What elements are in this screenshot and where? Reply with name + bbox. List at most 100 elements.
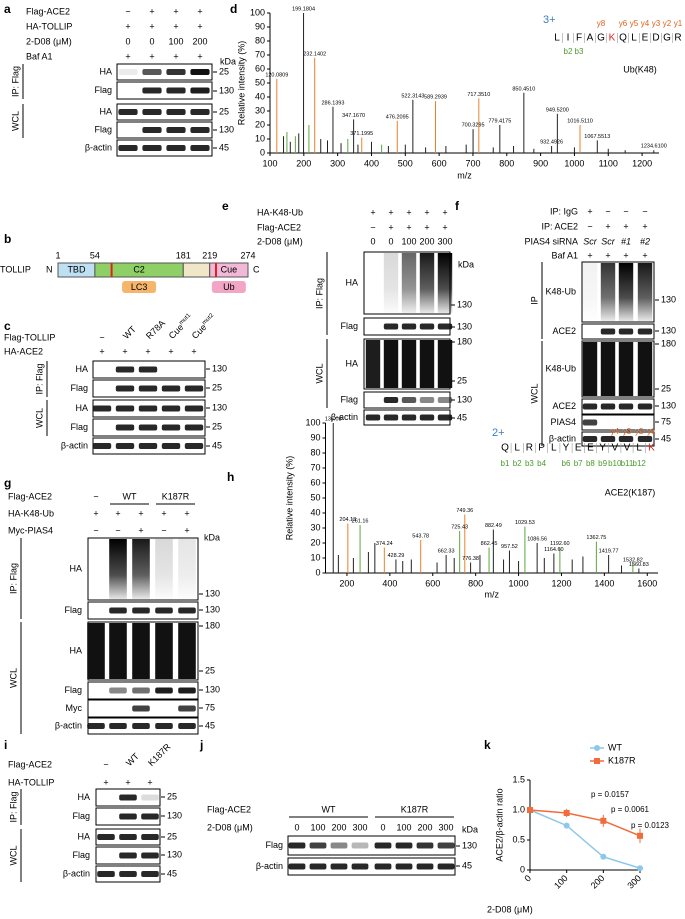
group-label: WCL (34, 408, 44, 428)
band (178, 705, 196, 712)
group-label: IP: Flag (34, 363, 44, 394)
peak-label: 1192.60 (550, 541, 569, 547)
p-value: p = 0.0157 (591, 790, 630, 799)
c-terminus: C (253, 264, 260, 274)
blot-label: K48-Ub (545, 286, 576, 296)
y-ion: y4 (641, 19, 650, 28)
kda-marker: 75 (205, 702, 215, 712)
smear (437, 340, 453, 388)
band (288, 863, 306, 870)
row-label: Myc-PIAS4 (8, 525, 53, 535)
band (141, 813, 159, 820)
blot-label: ACE2 (552, 326, 576, 336)
kda-marker: 130 (212, 363, 227, 373)
lane-label: + (99, 346, 104, 356)
residue: F (576, 33, 582, 44)
legend-marker (594, 758, 600, 764)
band (166, 109, 186, 115)
y-tick-label: 50 (310, 492, 320, 502)
y-tick-label: 50 (255, 77, 265, 87)
peak-label: 1067.5513 (584, 134, 610, 140)
row-label: IP: IgG (550, 206, 578, 216)
residue: A (587, 33, 594, 44)
panel-letter: j (199, 738, 203, 752)
y-tick-label: 20 (310, 537, 320, 547)
smear (600, 342, 616, 396)
y-tick-label: 40 (255, 91, 265, 101)
point (563, 810, 570, 816)
peak-label: 662.33 (438, 548, 455, 554)
lane-label: + (125, 51, 130, 61)
residue-number: 274 (240, 250, 255, 260)
binder-label: LC3 (131, 282, 148, 292)
panel-letter: i (4, 738, 7, 752)
lane-label: + (149, 51, 154, 61)
peak-label: 949.5200 (546, 107, 569, 113)
band (395, 863, 413, 870)
band (142, 109, 162, 115)
band (118, 109, 138, 115)
b-ion: b4 (537, 459, 546, 468)
unit-label: kDa (458, 259, 474, 269)
lane-label: − (370, 222, 375, 232)
unit-label: kDa (204, 532, 220, 542)
smear (132, 539, 150, 599)
blot-label: Flag (64, 685, 82, 695)
p-value: p = 0.0123 (631, 821, 670, 830)
band (141, 871, 159, 877)
row-label: HA-ACE2 (4, 346, 43, 356)
lane-label: + (184, 508, 189, 518)
group-label: WCL (314, 364, 324, 384)
x-tick-label: 800 (499, 158, 514, 168)
blot-label: Flag (64, 605, 82, 615)
peak-label: 204.13 (339, 517, 356, 523)
band (118, 69, 138, 75)
blot-label: Flag (340, 321, 358, 331)
kda-marker: 130 (661, 294, 676, 304)
lane-label: + (115, 508, 120, 518)
lane-label: 300 (438, 822, 453, 832)
kda-marker: 25 (212, 382, 222, 392)
smear (401, 340, 417, 388)
kda-marker: 130 (457, 394, 472, 404)
lane-label: + (642, 221, 647, 231)
kda-marker: 45 (212, 440, 222, 450)
panel-letter: d (230, 2, 237, 16)
band (184, 405, 204, 412)
band (637, 436, 653, 442)
x-tick-label: 700 (465, 158, 480, 168)
blot (116, 63, 213, 81)
smear (618, 342, 634, 396)
residue: Y (599, 443, 606, 454)
domain-box (182, 262, 211, 278)
y-axis-label: ACE2/β-actin ratio (494, 788, 504, 861)
peak-label: 700.3295 (462, 123, 485, 129)
row-label: Flag-ACE2 (257, 222, 301, 232)
lane-label: + (125, 777, 130, 787)
lane-label: + (605, 250, 610, 260)
residue: G (663, 33, 671, 44)
group-label: IP: Flag (8, 791, 18, 822)
blot-label: β-actin (331, 412, 358, 422)
lane-label: Cuemut1 (166, 312, 195, 341)
band (166, 127, 186, 133)
group-label: WCL (529, 384, 539, 404)
y-tick-label: 60 (255, 63, 265, 73)
lane-label: − (587, 221, 592, 231)
blot-label: β-actin (61, 440, 88, 450)
peak-label: 779.4175 (488, 118, 511, 124)
band (351, 863, 369, 870)
lane-label: + (406, 207, 411, 217)
smear (178, 623, 196, 679)
x-tick-label: 600 (432, 158, 447, 168)
x-axis-label: m/z (485, 589, 500, 599)
kda-marker: 45 (462, 860, 472, 870)
band (309, 863, 327, 870)
lane-label: K187R (162, 491, 190, 501)
y-axis-label: Relative intensity (%) (236, 41, 246, 126)
group-label: WCL (8, 846, 18, 866)
band (618, 328, 634, 335)
band (141, 834, 159, 840)
band (330, 863, 348, 870)
lane-label: + (388, 222, 393, 232)
